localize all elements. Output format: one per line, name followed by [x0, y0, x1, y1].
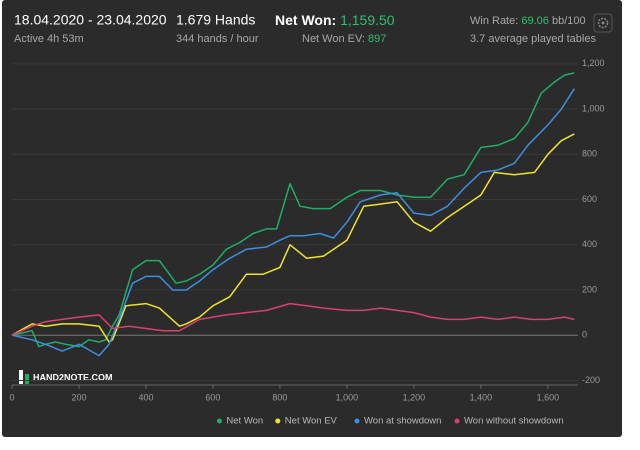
net-won-ev-value: 897 — [368, 33, 386, 45]
watermark: HAND2NOTE.COM — [19, 370, 113, 384]
settings-frame[interactable] — [593, 13, 613, 33]
legend-marker — [216, 418, 222, 424]
hands-rate: 344 hands / hour — [176, 33, 259, 45]
watermark-text: HAND2NOTE.COM — [33, 372, 113, 382]
win-rate-label: Win Rate: — [470, 15, 518, 27]
net-won-label: Net Won: — [275, 12, 336, 28]
legend-marker — [354, 418, 360, 424]
win-rate: Win Rate: 69.06 bb/100 — [470, 15, 586, 27]
x-tick-label: 1,600 — [537, 392, 560, 402]
y-tick-label: 800 — [582, 149, 597, 159]
net-won-ev: Net Won EV: 897 — [302, 33, 386, 45]
legend-label: Net Won — [226, 416, 263, 427]
date-range: 18.04.2020 - 23.04.2020 — [14, 12, 167, 28]
y-tick-label: 0 — [582, 330, 587, 340]
y-tick-label: 600 — [582, 194, 597, 204]
win-rate-unit: bb/100 — [552, 15, 586, 27]
logo-bar — [25, 374, 29, 384]
x-tick-label: 1,000 — [336, 392, 359, 402]
legend: Net Won Net Won EV Won at showdown Won with… — [216, 416, 564, 427]
series-line — [11, 72, 575, 348]
y-tick-label: 1,200 — [582, 58, 605, 68]
legend-marker — [454, 418, 460, 424]
net-won: Net Won: 1,159.50 — [275, 12, 395, 28]
hands: 1.679 Hands — [176, 12, 255, 28]
tables: 3.7 average played tables — [470, 33, 596, 45]
series-line — [11, 133, 575, 343]
legend-label: Won without showdown — [464, 416, 564, 427]
series-line — [11, 302, 575, 336]
x-tick-label: 600 — [205, 392, 220, 402]
x-tick-label: 400 — [138, 392, 153, 402]
win-rate-value: 69.06 — [521, 15, 549, 27]
legend-marker — [275, 418, 281, 424]
y-tick-label: 1,000 — [582, 103, 605, 113]
logo-bar — [19, 370, 23, 384]
net-won-ev-label: Net Won EV: — [302, 33, 365, 45]
x-tick-label: 0 — [9, 392, 14, 402]
y-tick-label: 200 — [582, 284, 597, 294]
settings-button[interactable] — [593, 13, 613, 33]
series-line — [11, 88, 575, 357]
legend-label: Won at showdown — [364, 416, 441, 427]
gear-center[interactable] — [601, 21, 605, 25]
active-time: Active 4h 53m — [14, 33, 84, 45]
net-won-value: 1,159.50 — [340, 12, 395, 28]
legend-label: Net Won EV — [285, 416, 338, 427]
y-tick-label: -200 — [582, 375, 600, 385]
gear-icon[interactable] — [597, 17, 609, 29]
x-tick-label: 200 — [71, 392, 86, 402]
y-tick-label: 400 — [582, 239, 597, 249]
x-tick-label: 1,200 — [403, 392, 426, 402]
x-tick-label: 800 — [272, 392, 287, 402]
x-tick-label: 1,400 — [470, 392, 493, 402]
